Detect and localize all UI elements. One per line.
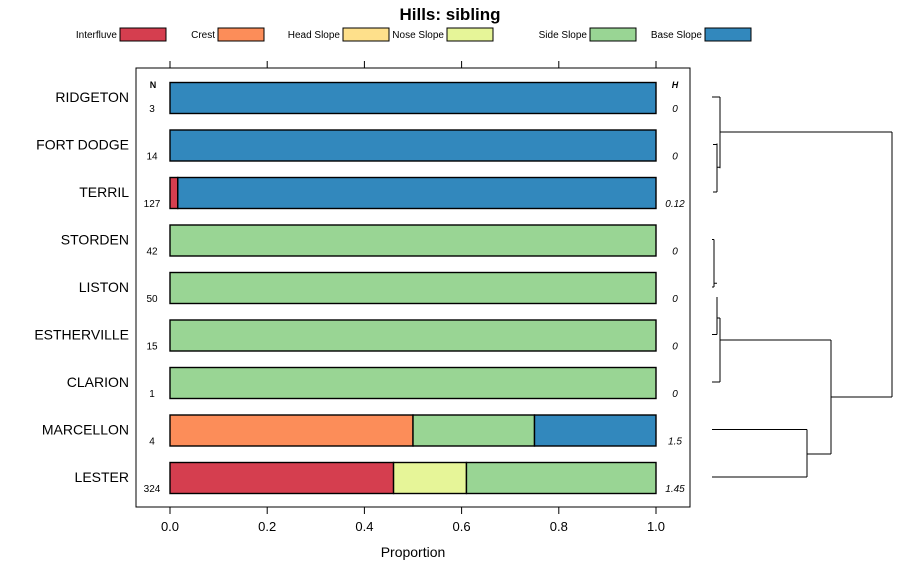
bar-segment-side-slope <box>169 366 657 400</box>
n-column-header: N <box>150 80 157 90</box>
bar-row-clarion: CLARION 1 0 <box>67 366 678 400</box>
h-value: 0 <box>672 104 678 115</box>
category-label: RIDGETON <box>55 89 129 105</box>
bar-segment-interfluve <box>169 176 179 210</box>
h-value: 1.45 <box>665 484 685 495</box>
n-value: 324 <box>144 484 161 495</box>
x-tick-label: 0.0 <box>161 519 179 534</box>
bar-row-storden: STORDEN 42 0 <box>61 224 678 258</box>
legend: Interfluve Crest Head Slope Nose Slope Side … <box>76 27 752 42</box>
bar-segment-base-slope <box>177 176 657 210</box>
n-value: 1 <box>149 389 155 400</box>
legend-label-nose-slope: Nose Slope <box>392 30 444 41</box>
category-label: CLARION <box>67 374 129 390</box>
bar-row-ridgeton: RIDGETON 3 0 <box>55 81 678 115</box>
bar-row-marcellon: MARCELLON 4 1.5 <box>42 414 682 448</box>
n-value: 4 <box>149 437 155 448</box>
h-value: 0 <box>672 389 678 400</box>
h-column-header: H <box>672 80 679 90</box>
n-value: 14 <box>146 152 158 163</box>
legend-swatch-interfluve <box>119 27 167 42</box>
legend-swatch-head-slope <box>342 27 390 42</box>
h-value: 0 <box>672 152 678 163</box>
x-tick-label: 0.6 <box>453 519 471 534</box>
x-tick-label: 0.4 <box>355 519 373 534</box>
category-label: TERRIL <box>79 184 129 200</box>
n-value: 3 <box>149 104 155 115</box>
n-value: 15 <box>146 342 158 353</box>
h-value: 0.12 <box>665 199 685 210</box>
bar-row-lester: LESTER 324 1.45 <box>75 461 685 495</box>
x-tick-label: 1.0 <box>647 519 665 534</box>
category-label: FORT DODGE <box>36 137 129 153</box>
bar-row-fort-dodge: FORT DODGE 14 0 <box>36 129 678 163</box>
bar-segment-interfluve <box>169 461 395 495</box>
category-label: STORDEN <box>61 232 129 248</box>
legend-label-interfluve: Interfluve <box>76 30 118 41</box>
x-tick-label: 0.8 <box>550 519 568 534</box>
category-label: LISTON <box>79 279 129 295</box>
n-value: 50 <box>146 294 158 305</box>
n-value: 42 <box>146 247 158 258</box>
bar-segment-base-slope <box>169 81 657 115</box>
x-axis: 0.0 0.2 0.4 0.6 0.8 1.0 <box>161 61 665 534</box>
h-value: 0 <box>672 294 678 305</box>
bar-segment-base-slope <box>533 414 657 447</box>
bar-segment-side-slope <box>169 224 657 257</box>
bar-row-terril: TERRIL 127 0.12 <box>79 176 685 210</box>
bar-row-liston: LISTON 50 0 <box>79 271 678 305</box>
dendrogram <box>712 96 893 478</box>
n-value: 127 <box>144 199 161 210</box>
bar-row-estherville: ESTHERVILLE 15 0 <box>34 319 678 353</box>
legend-label-base-slope: Base Slope <box>651 30 703 41</box>
bar-segment-side-slope <box>465 461 657 495</box>
category-label: LESTER <box>75 469 129 485</box>
h-value: 0 <box>672 342 678 353</box>
h-value: 1.5 <box>668 437 682 448</box>
bar-segment-crest <box>169 414 414 447</box>
x-tick-label: 0.2 <box>258 519 276 534</box>
legend-swatch-base-slope <box>704 27 752 42</box>
legend-label-side-slope: Side Slope <box>539 30 588 41</box>
legend-swatch-crest <box>217 27 265 42</box>
legend-swatch-side-slope <box>589 27 637 42</box>
bar-segment-base-slope <box>169 129 657 162</box>
legend-label-head-slope: Head Slope <box>288 30 341 41</box>
h-value: 0 <box>672 247 678 258</box>
bar-segment-side-slope <box>412 414 536 447</box>
legend-label-crest: Crest <box>191 30 215 41</box>
chart-title: Hills: sibling <box>399 5 500 24</box>
category-label: ESTHERVILLE <box>34 327 129 343</box>
legend-swatch-nose-slope <box>446 27 494 42</box>
category-label: MARCELLON <box>42 422 129 438</box>
x-axis-title: Proportion <box>381 544 446 560</box>
bar-segment-side-slope <box>169 271 657 305</box>
bar-segment-side-slope <box>169 319 657 352</box>
bar-segment-nose-slope <box>392 461 468 495</box>
plot-frame <box>135 67 691 508</box>
